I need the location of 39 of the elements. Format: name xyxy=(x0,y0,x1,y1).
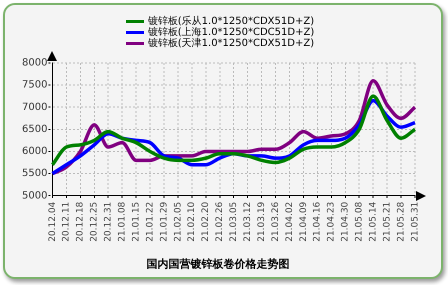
y-tick-label: 5000 xyxy=(22,190,48,202)
x-tick-label: 21.05.08 xyxy=(354,201,365,242)
legend-label: 镀锌板(乐从1.0*1250*CDX51D+Z) xyxy=(148,16,314,27)
x-tick-label: 20.12.25 xyxy=(90,202,100,242)
x-tick-label: 21.02.10 xyxy=(187,201,198,242)
x-tick-label: 21.01.15 xyxy=(131,202,142,242)
x-tick-label: 21.03.12 xyxy=(243,202,254,242)
x-tick-label: 21.02.05 xyxy=(173,202,184,242)
x-tick-label: 21.02.26 xyxy=(215,201,226,242)
y-tick-label: 8000 xyxy=(22,58,48,69)
x-tick-label: 20.12.31 xyxy=(104,202,114,242)
x-tick-label: 21.03.19 xyxy=(256,201,267,242)
text: 国内国营镀锌板卷价格走势图 xyxy=(146,257,290,270)
y-tick-label: 5500 xyxy=(22,168,48,180)
x-tick-label: 21.04.23 xyxy=(326,202,337,242)
x-tick-label: 20.12.18 xyxy=(76,201,86,242)
x-tick-label: 21.04.09 xyxy=(298,201,309,242)
y-tick-label: 6000 xyxy=(22,146,48,158)
x-tick-label: 20.12.11 xyxy=(62,202,72,242)
y-tick-label: 7000 xyxy=(22,102,48,113)
x-tick-label: 21.05.28 xyxy=(396,201,406,242)
x-tick-label: 21.02.20 xyxy=(201,201,212,242)
x-tick-label: 21.05.14 xyxy=(368,201,379,242)
x-tick-label: 21.04.30 xyxy=(340,201,351,242)
legend-label: 镀锌板(天津1.0*1250*CDX51D+Z) xyxy=(148,38,314,49)
x-tick-label: 21.05.21 xyxy=(382,202,392,242)
line-series xyxy=(50,94,417,167)
x-tick-label: 21.03.05 xyxy=(229,202,240,242)
y-tick-label: 7500 xyxy=(22,80,48,91)
y-tick-label: 6500 xyxy=(22,124,48,135)
x-tick-label: 21.04.16 xyxy=(312,201,323,242)
x-tick-label: 21.05.31 xyxy=(410,202,420,242)
x-tick-label: 20.12.04 xyxy=(48,201,58,242)
x-tick-label: 21.01.29 xyxy=(159,201,170,242)
x-tick-label: 21.01.22 xyxy=(145,202,156,242)
legend-label: 镀锌板(上海1.0*1250*CDC51D+Z) xyxy=(148,27,314,38)
x-tick-label: 21.01.08 xyxy=(118,201,128,242)
x-tick-label: 21.04.02 xyxy=(284,202,295,242)
x-tick-label: 21.03.26 xyxy=(270,201,281,242)
